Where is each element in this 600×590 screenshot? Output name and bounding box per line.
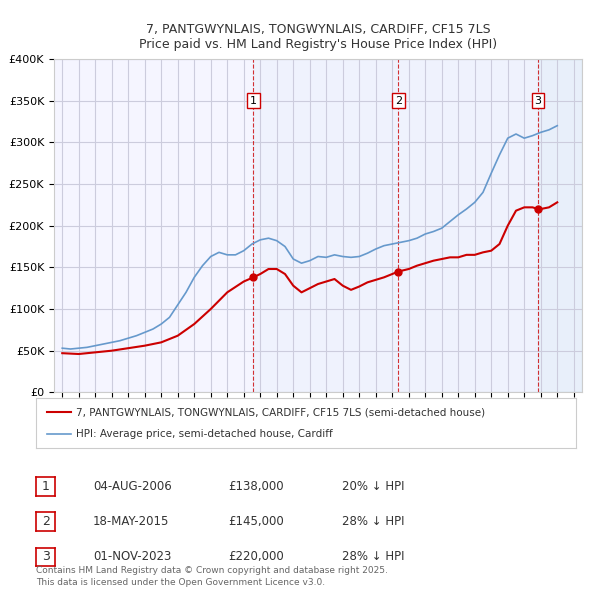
Bar [253, 59, 582, 392]
Title: 7, PANTGWYNLAIS, TONGWYNLAIS, CARDIFF, CF15 7LS
Price paid vs. HM Land Registry': 7, PANTGWYNLAIS, TONGWYNLAIS, CARDIFF, C… [139, 23, 497, 51]
Text: 04-AUG-2006: 04-AUG-2006 [93, 480, 172, 493]
Text: Contains HM Land Registry data © Crown copyright and database right 2025.
This d: Contains HM Land Registry data © Crown c… [36, 566, 388, 587]
Text: 20% ↓ HPI: 20% ↓ HPI [342, 480, 404, 493]
Text: 3: 3 [535, 96, 541, 106]
Text: 2: 2 [41, 515, 50, 528]
Bar [538, 59, 582, 392]
Text: 28% ↓ HPI: 28% ↓ HPI [342, 515, 404, 528]
Text: 18-MAY-2015: 18-MAY-2015 [93, 515, 169, 528]
Text: 3: 3 [41, 550, 50, 563]
Text: 1: 1 [41, 480, 50, 493]
Text: 2: 2 [395, 96, 402, 106]
Text: £220,000: £220,000 [228, 550, 284, 563]
Text: 28% ↓ HPI: 28% ↓ HPI [342, 550, 404, 563]
Text: HPI: Average price, semi-detached house, Cardiff: HPI: Average price, semi-detached house,… [77, 430, 333, 440]
Text: 7, PANTGWYNLAIS, TONGWYNLAIS, CARDIFF, CF15 7LS (semi-detached house): 7, PANTGWYNLAIS, TONGWYNLAIS, CARDIFF, C… [77, 407, 485, 417]
Text: 01-NOV-2023: 01-NOV-2023 [93, 550, 172, 563]
Text: £138,000: £138,000 [228, 480, 284, 493]
Text: 1: 1 [250, 96, 257, 106]
Text: £145,000: £145,000 [228, 515, 284, 528]
